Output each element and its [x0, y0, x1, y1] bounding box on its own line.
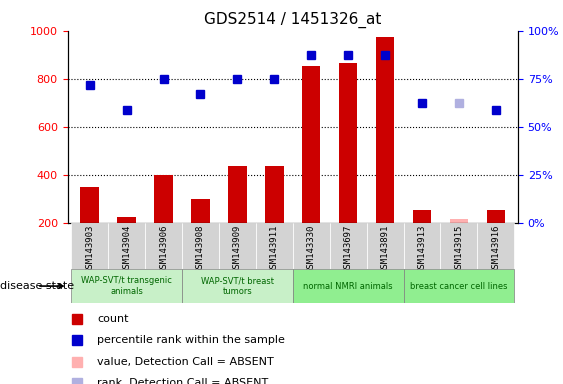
Text: GSM143909: GSM143909 [233, 225, 242, 273]
FancyBboxPatch shape [145, 223, 182, 269]
FancyBboxPatch shape [477, 223, 514, 269]
Text: GSM143908: GSM143908 [196, 225, 205, 273]
Text: GSM143913: GSM143913 [418, 225, 427, 273]
Bar [81, 187, 99, 223]
FancyBboxPatch shape [182, 270, 293, 303]
Text: GSM143904: GSM143904 [122, 225, 131, 273]
Bar [302, 66, 320, 223]
Bar [191, 199, 209, 223]
Text: GSM143330: GSM143330 [307, 225, 316, 273]
Bar [118, 217, 136, 223]
FancyBboxPatch shape [293, 223, 330, 269]
Text: GSM143697: GSM143697 [343, 225, 352, 273]
Bar [450, 219, 468, 223]
Title: GDS2514 / 1451326_at: GDS2514 / 1451326_at [204, 12, 382, 28]
Text: GSM143903: GSM143903 [85, 225, 94, 273]
Bar [376, 37, 394, 223]
Text: disease state: disease state [0, 281, 74, 291]
Text: rank, Detection Call = ABSENT: rank, Detection Call = ABSENT [97, 378, 269, 384]
Text: GSM143911: GSM143911 [270, 225, 279, 273]
FancyBboxPatch shape [219, 223, 256, 269]
FancyBboxPatch shape [182, 223, 219, 269]
Text: GSM143916: GSM143916 [491, 225, 501, 273]
Text: GSM143906: GSM143906 [159, 225, 168, 273]
FancyBboxPatch shape [367, 223, 404, 269]
Bar [486, 210, 505, 223]
Text: breast cancer cell lines: breast cancer cell lines [410, 281, 508, 291]
FancyBboxPatch shape [108, 223, 145, 269]
FancyBboxPatch shape [72, 223, 108, 269]
Text: normal NMRI animals: normal NMRI animals [303, 281, 393, 291]
Bar [154, 175, 173, 223]
Text: value, Detection Call = ABSENT: value, Detection Call = ABSENT [97, 357, 274, 367]
Text: percentile rank within the sample: percentile rank within the sample [97, 335, 285, 345]
Bar [339, 63, 358, 223]
FancyBboxPatch shape [256, 223, 293, 269]
Bar [228, 166, 247, 223]
FancyBboxPatch shape [72, 270, 182, 303]
FancyBboxPatch shape [404, 270, 514, 303]
Bar [413, 210, 431, 223]
Text: GSM143891: GSM143891 [381, 225, 390, 273]
Text: WAP-SVT/t transgenic
animals: WAP-SVT/t transgenic animals [81, 276, 172, 296]
Text: GSM143915: GSM143915 [454, 225, 463, 273]
FancyBboxPatch shape [404, 223, 440, 269]
FancyBboxPatch shape [293, 270, 404, 303]
FancyBboxPatch shape [330, 223, 367, 269]
Text: count: count [97, 314, 129, 324]
Bar [265, 166, 284, 223]
FancyBboxPatch shape [440, 223, 477, 269]
Text: WAP-SVT/t breast
tumors: WAP-SVT/t breast tumors [201, 276, 274, 296]
